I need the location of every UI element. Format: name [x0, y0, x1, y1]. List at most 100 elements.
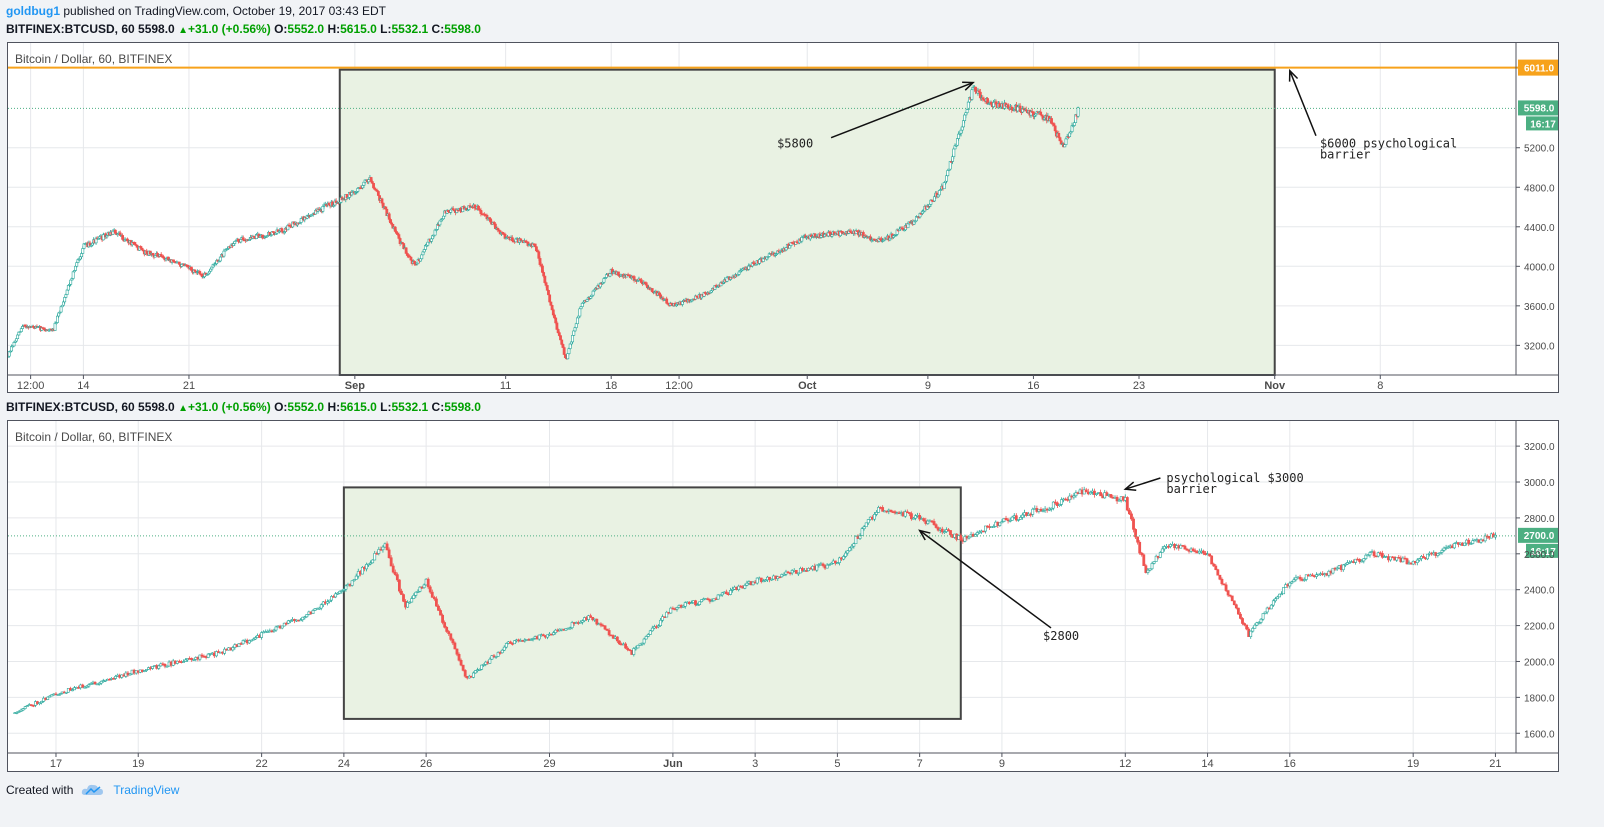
candle-down: [821, 563, 825, 566]
candle-down: [706, 598, 710, 600]
price-tick-label: 3200.0: [1524, 341, 1555, 352]
candle-up: [573, 327, 577, 332]
candle-up: [546, 634, 549, 638]
candle-down: [372, 182, 375, 189]
annotation-text: barrier: [1166, 482, 1217, 496]
candle-up: [568, 343, 572, 349]
candle-up: [1294, 576, 1298, 581]
time-tick-label: 12:00: [665, 380, 693, 392]
candle-down: [907, 512, 911, 514]
time-tick-label: 9: [925, 380, 931, 392]
candle-down: [1372, 551, 1376, 557]
candle-down: [385, 543, 389, 551]
candle-up: [326, 601, 329, 604]
candle-up: [422, 584, 426, 589]
candle-up: [800, 236, 804, 242]
candle-up: [360, 566, 364, 575]
candle-down: [595, 618, 599, 625]
candle-up: [58, 693, 62, 695]
time-tick-label: 19: [1407, 758, 1419, 770]
time-tick-label: Nov: [1264, 380, 1286, 392]
candle-down: [1239, 613, 1242, 619]
candle-up: [1292, 579, 1296, 583]
candle-down: [1052, 123, 1056, 127]
candle-up: [430, 238, 433, 242]
change: +31.0 (+0.56%): [187, 400, 271, 414]
candle-down: [557, 332, 561, 336]
time-tick-label: 21: [183, 380, 195, 392]
candle-up: [1016, 519, 1020, 521]
candle-down: [1220, 578, 1224, 585]
candle-up: [303, 616, 307, 619]
candle-down: [369, 177, 373, 182]
candle-up: [952, 148, 956, 158]
candle-down: [1230, 595, 1234, 602]
candle-down: [200, 273, 204, 278]
high-label: H:: [327, 400, 341, 414]
author-link[interactable]: goldbug1: [6, 4, 60, 18]
candle-down: [605, 628, 609, 631]
candle-up: [1274, 598, 1277, 602]
candle-up: [361, 185, 365, 189]
candle-down: [493, 223, 497, 229]
candle-up: [17, 711, 21, 713]
candle-up: [16, 334, 20, 340]
candle-down: [439, 610, 442, 616]
candle-up: [89, 683, 93, 685]
last-value: 5598.0: [138, 400, 175, 414]
candle-up: [1076, 107, 1080, 117]
candle-up: [942, 531, 946, 533]
chart-panel-2[interactable]: 2700.0 16:17 1600.0 1800.0 2000.0 2200.0 2400.…: [7, 420, 1560, 772]
candle-down: [759, 577, 763, 582]
candle-up: [1148, 568, 1152, 571]
candle-down: [1053, 501, 1057, 504]
last-value: 5598.0: [138, 22, 175, 36]
time-tick-label: 11: [500, 380, 511, 392]
candle-up: [581, 620, 584, 623]
candle-down: [284, 622, 288, 625]
tradingview-brand-link[interactable]: TradingView: [113, 783, 180, 797]
candle-down: [1099, 492, 1103, 497]
candle-up: [960, 126, 964, 131]
candle-down: [893, 511, 897, 514]
candle-up: [1304, 574, 1308, 580]
candle-up: [956, 138, 959, 146]
time-tick-label: 29: [543, 758, 555, 770]
candle-down: [1142, 554, 1146, 566]
candle-down: [1226, 590, 1230, 596]
low-label: L:: [380, 400, 392, 414]
symbol: BITFINEX:BTCUSD, 60: [6, 22, 135, 36]
candle-up: [480, 664, 484, 670]
candle-up: [474, 670, 477, 674]
candle-down: [555, 322, 559, 330]
chart-panel-1[interactable]: 6011.0 5598.0 16:17 3200.0 3600.0 4000.0 4400.…: [6, 42, 1560, 393]
candle-up: [504, 643, 508, 648]
candle-up: [860, 528, 864, 536]
candle-down: [509, 641, 512, 644]
candle-up: [926, 520, 930, 524]
candle-up: [15, 712, 19, 714]
candle-up: [83, 686, 87, 689]
candle-down: [549, 301, 553, 306]
candle-up: [206, 653, 210, 658]
chart-svg-2[interactable]: 2700.0 16:17 1600.0 1800.0 2000.0 2200.0 2400.…: [8, 421, 1560, 771]
candle-up: [254, 637, 257, 640]
candle-up: [1364, 554, 1368, 559]
high-value: 5615.0: [340, 22, 377, 36]
annotation-text: $6000 psychological: [1320, 137, 1457, 151]
price-tick-label: 3000.0: [1524, 478, 1555, 489]
countdown-label: 16:17: [1530, 119, 1556, 130]
candle-up: [500, 649, 504, 654]
last-price-label: 2700.0: [1524, 531, 1555, 542]
annotation-arrow-line: [1125, 477, 1161, 490]
candle-up: [373, 553, 377, 561]
chart-svg-1[interactable]: 6011.0 5598.0 16:17 3200.0 3600.0 4000.0 4400.…: [6, 43, 1560, 392]
close-value: 5598.0: [444, 22, 481, 36]
candle-down: [1405, 558, 1409, 565]
tradingview-cloud-icon: [82, 784, 104, 795]
candle-down: [457, 653, 461, 661]
price-tick-label: 2600.0: [1524, 550, 1555, 561]
candle-down: [1241, 618, 1244, 624]
annotation-text: $5800: [777, 137, 813, 151]
candle-down: [473, 204, 477, 209]
